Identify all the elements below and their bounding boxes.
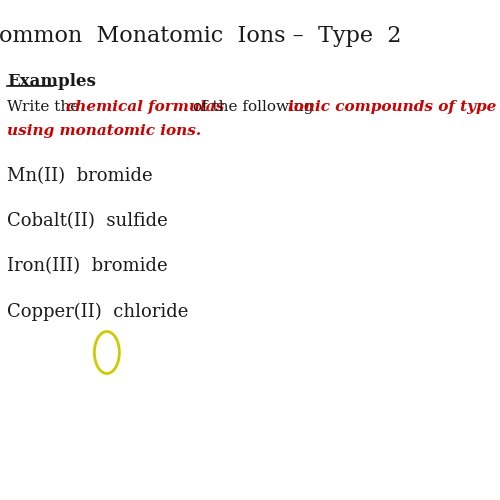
Text: ionic compounds of type 2: ionic compounds of type 2 xyxy=(288,100,500,114)
Text: of the following: of the following xyxy=(188,100,318,114)
Text: Mn(II)  bromide: Mn(II) bromide xyxy=(7,168,153,186)
Text: Write the: Write the xyxy=(7,100,84,114)
Text: Examples: Examples xyxy=(7,72,96,90)
Text: using monatomic ions.: using monatomic ions. xyxy=(7,124,202,138)
Text: Iron(III)  bromide: Iron(III) bromide xyxy=(7,258,168,276)
Text: chemical formulas: chemical formulas xyxy=(66,100,224,114)
Text: Copper(II)  chloride: Copper(II) chloride xyxy=(7,302,188,321)
Text: Cobalt(II)  sulfide: Cobalt(II) sulfide xyxy=(7,212,168,230)
Text: Common  Monatomic  Ions –  Type  2: Common Monatomic Ions – Type 2 xyxy=(0,25,402,47)
